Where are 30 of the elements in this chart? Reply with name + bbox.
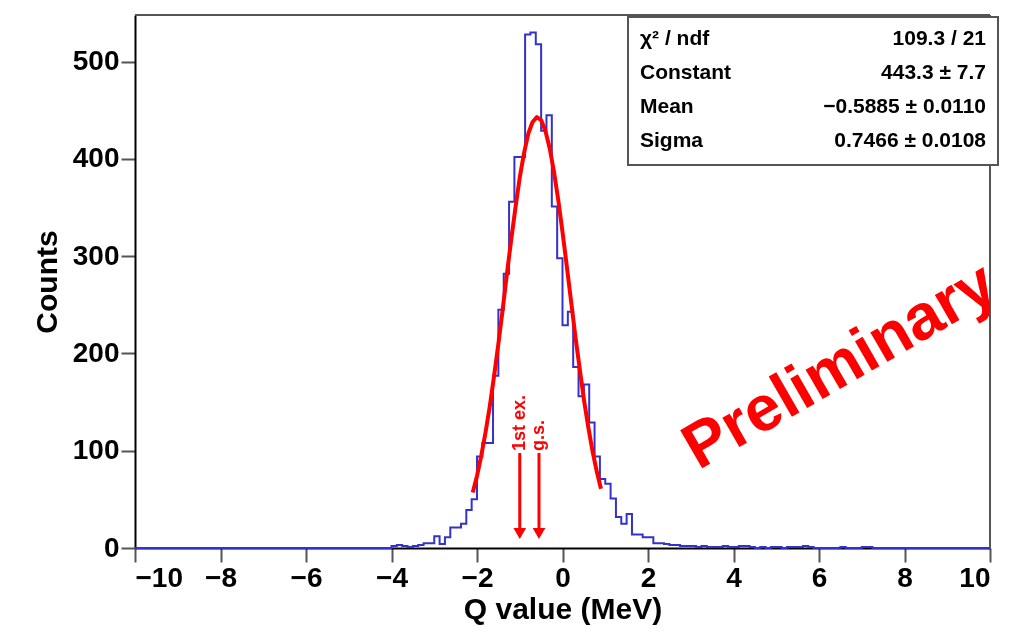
x-tick-label: 8 xyxy=(897,561,913,593)
x-tick-label: −6 xyxy=(290,561,323,593)
x-tick-label: 2 xyxy=(640,561,657,593)
annotation: −0.5885 ± 0.0110 xyxy=(823,94,986,117)
line-series xyxy=(470,115,603,495)
x-tick-label: 4 xyxy=(726,561,743,593)
annotation: Sigma xyxy=(640,128,704,151)
x-tick-label: −4 xyxy=(376,561,409,593)
annotation: 1st ex. xyxy=(508,394,529,451)
y-tick-label: 300 xyxy=(72,239,120,271)
x-tick-label: −2 xyxy=(461,561,494,593)
y-tick-label: 400 xyxy=(72,142,120,174)
annotation: 443.3 ± 7.7 xyxy=(881,60,986,83)
y-axis-title: Counts xyxy=(29,230,63,334)
y-tick-label: 200 xyxy=(72,336,120,368)
annotation: 0.7466 ± 0.0108 xyxy=(834,128,987,151)
annotation: g.s. xyxy=(527,419,548,451)
annotation: χ² / ndf xyxy=(640,26,711,49)
x-tick-label: 6 xyxy=(811,561,828,593)
y-tick-label: 100 xyxy=(72,434,120,466)
annotation: Constant xyxy=(640,60,731,83)
annotation: Mean xyxy=(640,94,694,117)
x-tick-label: −8 xyxy=(205,561,237,593)
y-tick-label: 500 xyxy=(72,45,120,77)
x-tick-label: 10 xyxy=(959,561,991,593)
annotation: 109.3 / 21 xyxy=(892,26,987,49)
x-tick-label: 0 xyxy=(555,561,571,593)
x-axis-title: Q value (MeV) xyxy=(463,591,663,625)
x-tick-label: −10 xyxy=(135,561,183,593)
y-tick-label: 0 xyxy=(103,531,120,563)
